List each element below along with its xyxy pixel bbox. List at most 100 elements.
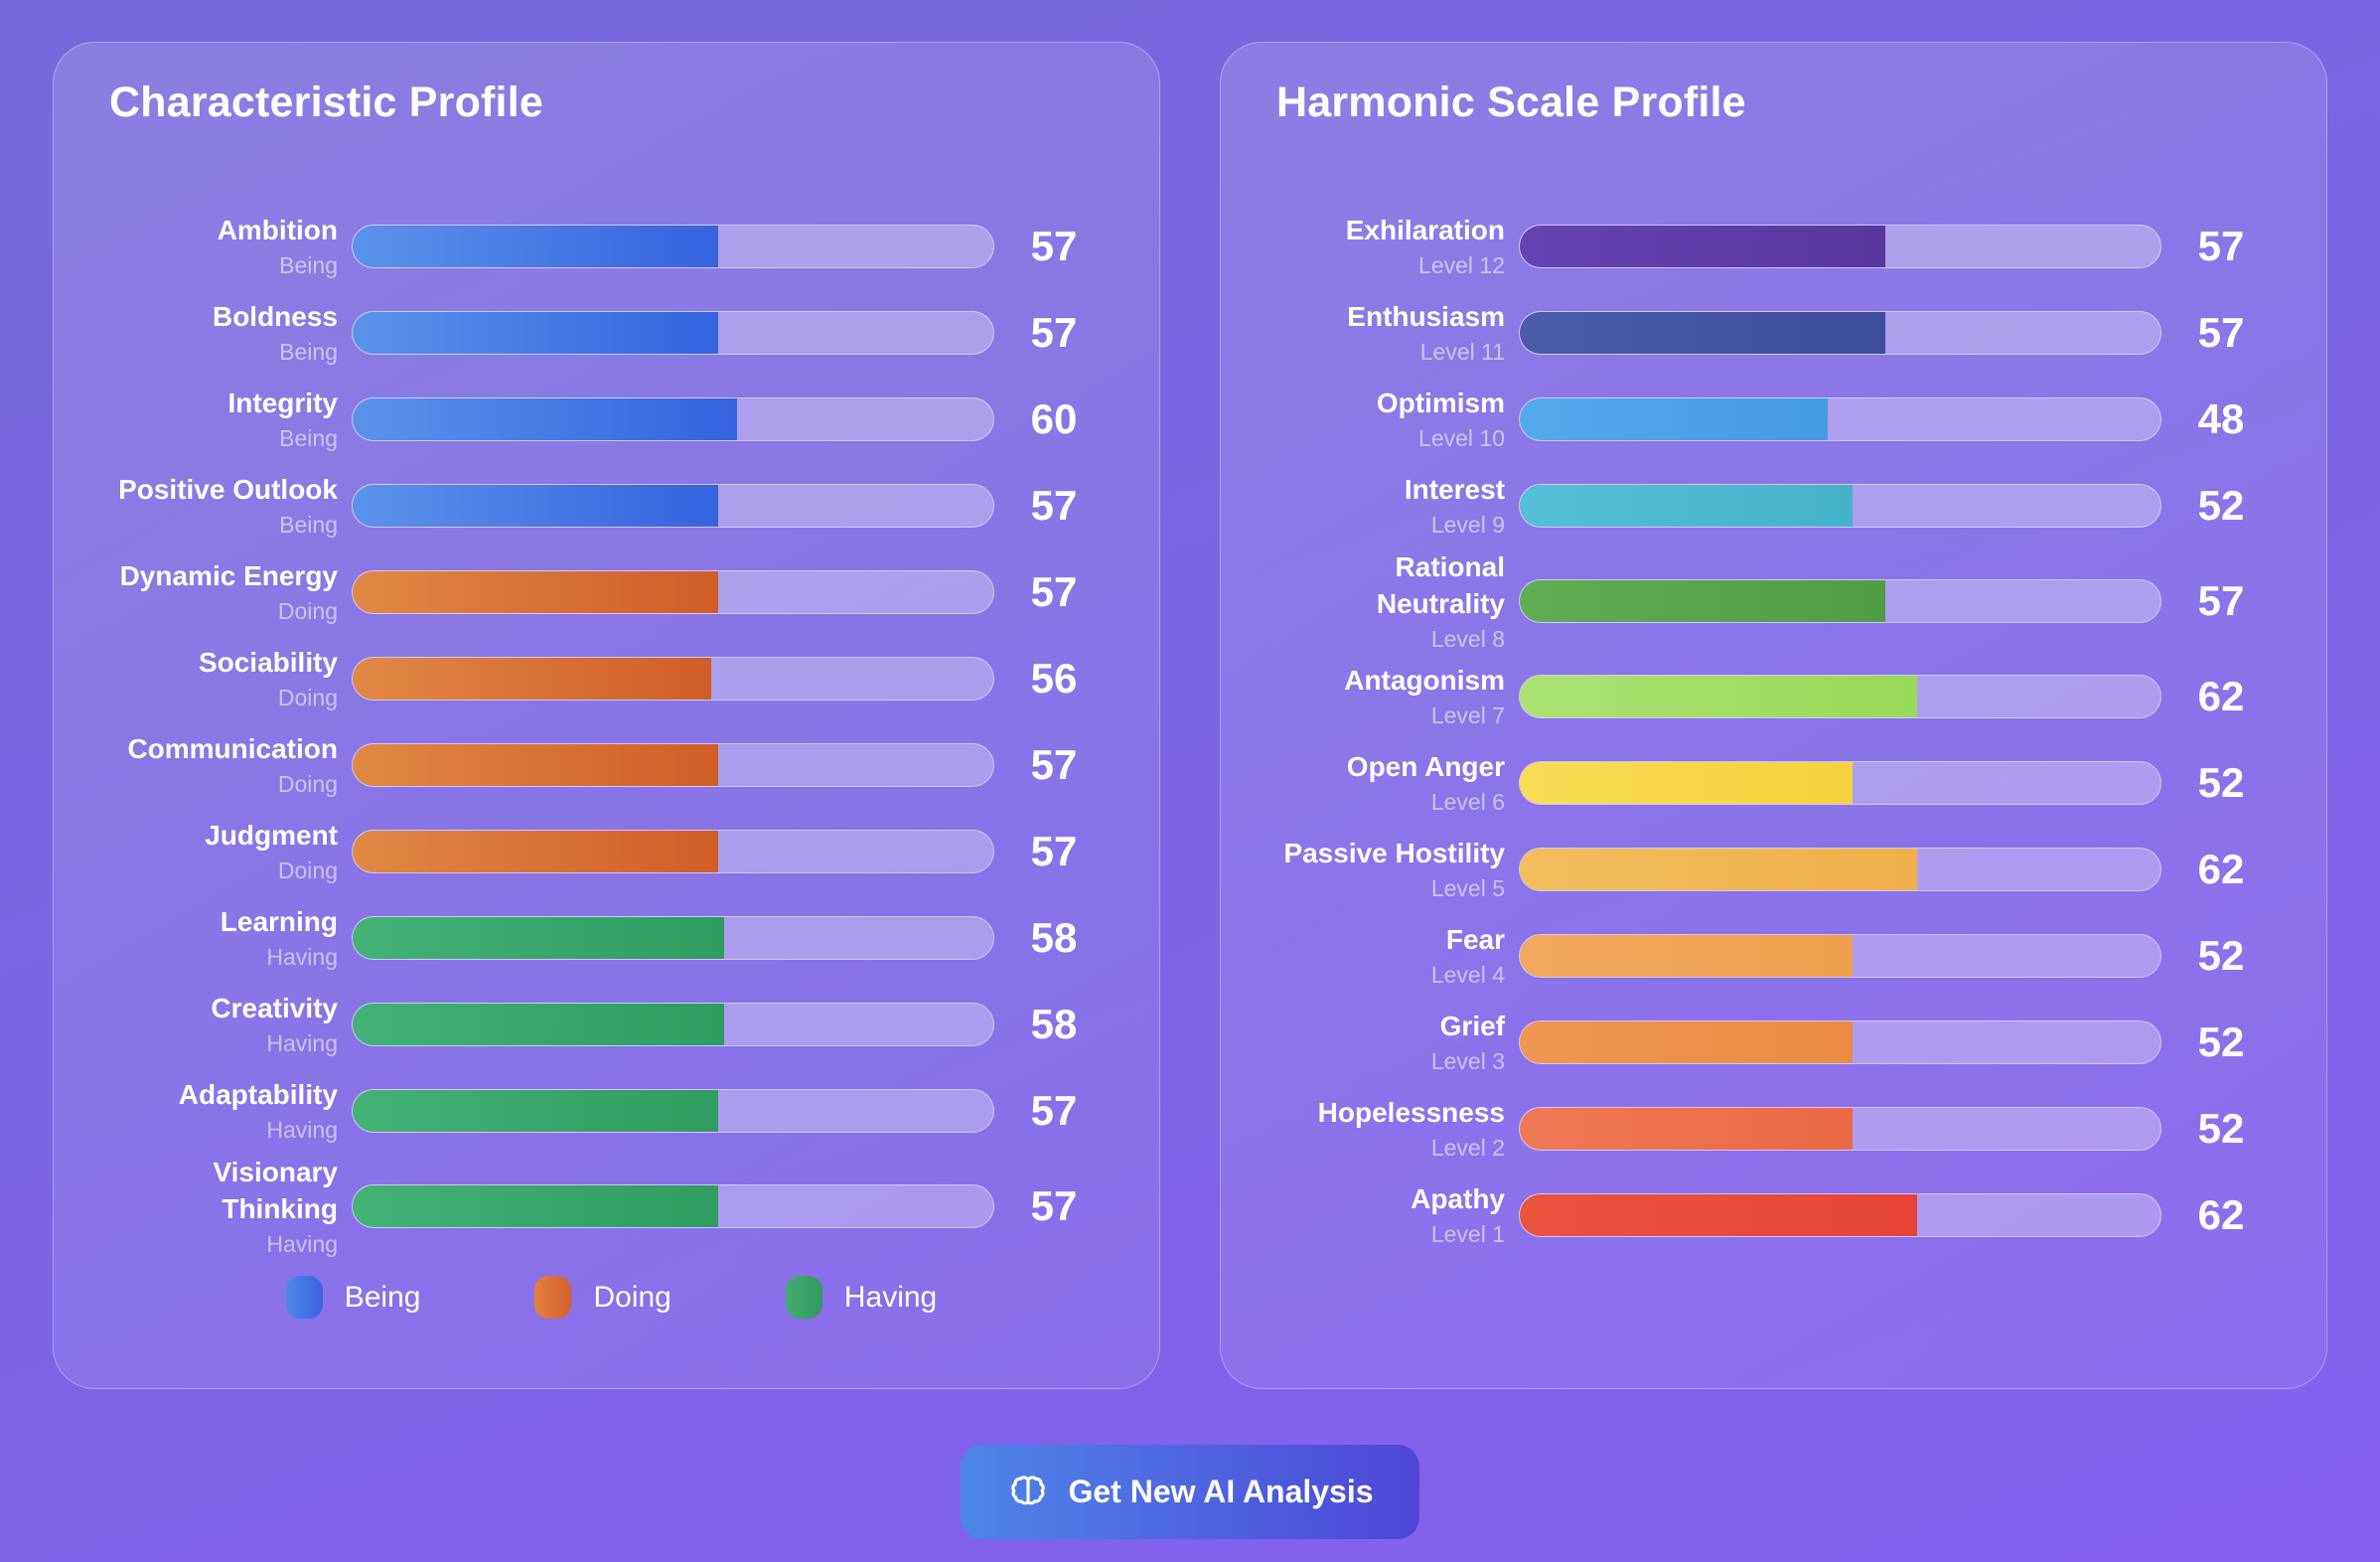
table-row: Interest Level 9 52: [1276, 463, 2281, 549]
table-row: Antagonism Level 7 62: [1276, 653, 2281, 739]
row-sublabel: Doing: [277, 858, 338, 884]
progress-fill: [1520, 848, 1917, 890]
table-row: Integrity Being 60: [109, 377, 1114, 463]
progress-fill: [1520, 1193, 1917, 1236]
row-label: Positive Outlook: [118, 474, 338, 506]
table-row: Sociability Doing 56: [109, 636, 1114, 722]
button-label: Get New AI Analysis: [1068, 1474, 1374, 1509]
row-label: Dynamic Energy: [119, 560, 338, 592]
progress-fill: [353, 485, 718, 528]
progress-fill: [1520, 580, 1885, 622]
row-label: Ambition: [217, 215, 338, 246]
progress-track: [1519, 484, 2161, 529]
legend-item-having: Having: [785, 1276, 938, 1320]
row-value: 52: [2197, 931, 2245, 979]
panel-title: Characteristic Profile: [109, 78, 543, 126]
progress-track: [1519, 1106, 2161, 1151]
progress-track: [352, 484, 994, 529]
progress-track: [352, 916, 994, 961]
table-row: Exhilaration Level 12 57: [1276, 204, 2281, 290]
progress-fill: [353, 917, 725, 960]
row-label: Antagonism: [1344, 664, 1505, 696]
row-value: 58: [1030, 1001, 1078, 1048]
row-sublabel: Being: [279, 339, 338, 366]
brain-icon: [1011, 1475, 1046, 1504]
row-value: 57: [2197, 223, 2245, 270]
row-value: 62: [2197, 1190, 2245, 1238]
progress-fill: [1520, 398, 1828, 441]
row-sublabel: Level 9: [1430, 512, 1505, 539]
table-row: Grief Level 3 52: [1276, 999, 2281, 1085]
progress-track: [1519, 674, 2161, 718]
legend-swatch-having: [785, 1276, 822, 1320]
row-label: Rational Neutrality: [1376, 550, 1505, 619]
progress-fill: [1520, 1020, 1854, 1063]
progress-fill: [353, 226, 718, 268]
row-sublabel: Having: [266, 944, 338, 971]
row-label: Passive Hostility: [1283, 837, 1505, 868]
progress-track: [352, 743, 994, 788]
dashboard: Characteristic Profile Ambition Being 57…: [53, 42, 2327, 1389]
row-label: Enthusiasm: [1347, 301, 1505, 333]
row-label: Sociability: [198, 647, 338, 679]
legend-label: Having: [843, 1280, 938, 1314]
row-sublabel: Having: [266, 1230, 338, 1257]
progress-fill: [1520, 934, 1854, 977]
table-row: Positive Outlook Being 57: [109, 463, 1114, 549]
table-row: Visionary Thinking Having 57: [109, 1155, 1114, 1259]
progress-track: [352, 397, 994, 442]
row-value: 52: [2197, 1017, 2245, 1065]
progress-fill: [1520, 312, 1885, 355]
table-row: Open Anger Level 6 52: [1276, 739, 2281, 826]
legend-swatch-being: [285, 1276, 323, 1320]
row-label: Exhilaration: [1345, 215, 1505, 246]
progress-track: [1519, 579, 2161, 623]
row-sublabel: Level 6: [1430, 788, 1505, 815]
progress-track: [352, 657, 994, 702]
row-value: 62: [2197, 672, 2245, 719]
table-row: Communication Doing 57: [109, 722, 1114, 809]
table-row: Dynamic Energy Doing 57: [109, 549, 1114, 636]
row-sublabel: Being: [279, 252, 338, 279]
row-sublabel: Level 4: [1430, 961, 1505, 988]
progress-track: [1519, 933, 2161, 978]
row-label: Boldness: [212, 301, 338, 333]
panel-title: Harmonic Scale Profile: [1276, 78, 1746, 126]
row-value: 57: [1030, 482, 1078, 530]
row-label: Grief: [1439, 1010, 1505, 1041]
progress-fill: [353, 1090, 718, 1133]
characteristic-rows: Ambition Being 57 Boldness Being 57: [109, 204, 1114, 1259]
row-value: 48: [2197, 395, 2245, 443]
progress-track: [352, 830, 994, 874]
table-row: Fear Level 4 52: [1276, 912, 2281, 999]
row-value: 57: [1030, 568, 1078, 616]
legend-label: Doing: [593, 1280, 671, 1314]
table-row: Rational Neutrality Level 8 57: [1276, 549, 2281, 654]
row-value: 52: [2197, 1104, 2245, 1152]
row-sublabel: Having: [266, 1117, 338, 1144]
get-new-ai-analysis-button[interactable]: Get New AI Analysis: [961, 1445, 1419, 1539]
row-value: 57: [1030, 1087, 1078, 1135]
progress-fill: [353, 398, 737, 441]
footer: Get New AI Analysis: [0, 1445, 2380, 1539]
progress-track: [1519, 397, 2161, 442]
row-value: 57: [1030, 1182, 1078, 1229]
progress-track: [352, 1089, 994, 1134]
row-value: 60: [1030, 395, 1078, 443]
harmonic-scale-panel: Harmonic Scale Profile Exhilaration Leve…: [1220, 42, 2327, 1389]
progress-track: [1519, 1019, 2161, 1064]
row-value: 57: [2197, 577, 2245, 624]
legend-label: Being: [344, 1280, 421, 1314]
row-value: 57: [2197, 309, 2245, 357]
table-row: Boldness Being 57: [109, 290, 1114, 377]
legend-item-doing: Doing: [534, 1276, 671, 1320]
table-row: Optimism Level 10 48: [1276, 377, 2281, 463]
row-value: 57: [1030, 309, 1078, 357]
characteristic-profile-panel: Characteristic Profile Ambition Being 57…: [53, 42, 1160, 1389]
row-label: Optimism: [1376, 388, 1505, 419]
progress-fill: [353, 312, 718, 355]
progress-fill: [353, 1004, 725, 1046]
progress-fill: [353, 658, 712, 701]
progress-fill: [1520, 675, 1917, 717]
harmonic-rows: Exhilaration Level 12 57 Enthusiasm Leve…: [1276, 204, 2281, 1259]
